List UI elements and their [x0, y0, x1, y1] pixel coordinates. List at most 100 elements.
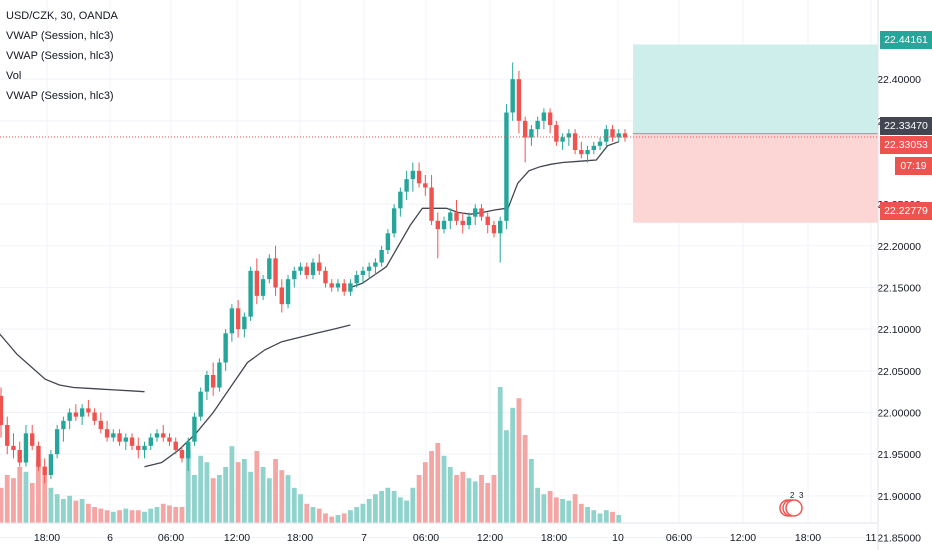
volume-bar [479, 475, 484, 523]
candle-body [123, 437, 128, 442]
volume-bar [235, 462, 241, 523]
candle-body [48, 454, 54, 475]
time-tick-label: 18:00 [34, 532, 60, 544]
volume-bar [547, 491, 553, 523]
volume-bar [416, 475, 422, 523]
volume-bar [29, 483, 35, 523]
price-tick-label: 22.00000 [877, 408, 921, 420]
candle-body [429, 187, 434, 221]
volume-bar [504, 430, 509, 523]
time-tick-label: 18:00 [795, 532, 821, 544]
time-tick-label: 18:00 [287, 532, 313, 544]
volume-bar [298, 494, 303, 523]
volume-bar [379, 491, 385, 523]
price-tick-label: 21.95000 [877, 449, 921, 461]
candle-body [579, 150, 584, 155]
indicator-vwap-2[interactable]: VWAP (Session, hlc3) [6, 50, 114, 62]
indicator-vwap-1[interactable]: VWAP (Session, hlc3) [6, 30, 114, 42]
vwap-line [0, 141, 620, 468]
vwap-session-line [0, 333, 145, 393]
volume-bar [185, 451, 191, 523]
volume-bar [466, 478, 472, 523]
candle-body [148, 437, 153, 446]
candle-body [154, 433, 160, 438]
volume-bar [472, 481, 478, 523]
time-tick-label: 10 [612, 532, 624, 544]
volume-bar [310, 507, 316, 523]
candle-body [260, 279, 266, 296]
volume-bar [48, 487, 54, 523]
target-price-badge: 22.44161 [880, 31, 932, 49]
volume-bar [67, 495, 73, 523]
volume-bar [61, 499, 66, 523]
chart-legend: USD/CZK, 30, OANDA VWAP (Session, hlc3) … [6, 6, 118, 106]
volume-bar [260, 467, 266, 523]
events-icon[interactable]: 2 3 [779, 489, 809, 519]
candle-body [192, 416, 197, 442]
candle-body [235, 308, 241, 330]
volume-bar [42, 475, 48, 523]
time-tick-label: 6 [107, 532, 113, 544]
candle-body [560, 137, 565, 142]
symbol-title[interactable]: USD/CZK, 30, OANDA [6, 10, 118, 22]
volume-bar [254, 451, 260, 523]
candle-body [173, 441, 178, 450]
volume-bar [491, 475, 497, 523]
time-tick-label: 12:00 [224, 532, 250, 544]
volume-bar [129, 510, 135, 523]
candle-body [454, 212, 459, 221]
volume-bars [0, 387, 622, 523]
candle-body [129, 437, 135, 446]
volume-bar [610, 511, 615, 523]
entry-price-badge: 22.33470 [880, 117, 932, 135]
volume-bar [485, 483, 491, 523]
volume-bar [591, 510, 597, 523]
candle-body [485, 216, 490, 225]
candle-body [354, 275, 359, 284]
candle-body [448, 212, 453, 221]
volume-bar [497, 387, 503, 523]
chart-grid [0, 0, 878, 538]
candle-body [267, 258, 272, 280]
candle-body [522, 120, 528, 138]
volume-bar [173, 507, 179, 523]
candle-body [254, 270, 260, 296]
volume-bar [341, 513, 347, 523]
volume-bar [229, 446, 235, 523]
volume-bar [566, 500, 572, 523]
volume-bar [266, 478, 272, 523]
volume-bar [36, 459, 41, 523]
volume-bar [223, 467, 229, 523]
indicator-vol[interactable]: Vol [6, 70, 22, 82]
volume-bar [373, 494, 378, 523]
candle-body [285, 279, 291, 305]
volume-bar [248, 471, 253, 523]
volume-bar [198, 455, 204, 523]
candle-body [292, 270, 297, 280]
long-position-tool[interactable] [633, 44, 878, 223]
candle-body [23, 433, 29, 463]
candle-body [491, 225, 497, 234]
time-tick-label: 12:00 [477, 532, 503, 544]
vwap-session-line [505, 141, 620, 213]
candle-body [385, 233, 391, 250]
volume-bar [279, 470, 285, 523]
candle-body [460, 220, 465, 225]
candle-body [248, 270, 253, 317]
volume-bar [285, 475, 291, 523]
volume-bar [23, 471, 29, 523]
candle-body [348, 283, 353, 292]
candle-body [416, 170, 422, 184]
candle-body [242, 316, 247, 330]
candle-body [79, 408, 85, 417]
candle-body [104, 429, 110, 438]
volume-bar [335, 515, 341, 523]
volume-bar [360, 503, 366, 523]
time-tick-label: 06:00 [666, 532, 692, 544]
volume-bar [110, 511, 116, 523]
indicator-vwap-3[interactable]: VWAP (Session, hlc3) [6, 90, 114, 102]
price-axis[interactable]: 22.4000022.3500022.2500022.2000022.15000… [877, 0, 921, 550]
time-axis[interactable]: 18:00 6 06:00 12:00 18:00 7 06:00 12:00 18:00 10 0… [0, 522, 878, 544]
candle-body [86, 408, 91, 413]
